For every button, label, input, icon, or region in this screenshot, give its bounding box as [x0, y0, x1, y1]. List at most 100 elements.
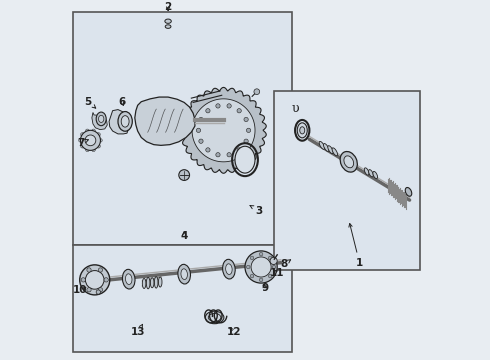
Circle shape	[251, 257, 271, 277]
Circle shape	[80, 265, 110, 295]
Circle shape	[250, 274, 254, 278]
Ellipse shape	[158, 277, 162, 287]
Circle shape	[272, 265, 276, 269]
Ellipse shape	[178, 264, 191, 284]
Ellipse shape	[297, 123, 307, 138]
Polygon shape	[181, 87, 266, 173]
Text: 11: 11	[270, 269, 285, 278]
Circle shape	[246, 128, 251, 132]
Circle shape	[97, 133, 100, 136]
Ellipse shape	[147, 277, 150, 289]
Text: 13: 13	[130, 324, 145, 337]
Circle shape	[86, 148, 89, 152]
Text: 7: 7	[77, 138, 88, 148]
Circle shape	[227, 153, 231, 157]
Circle shape	[196, 128, 200, 132]
Ellipse shape	[323, 144, 329, 152]
Ellipse shape	[340, 152, 357, 172]
Text: 2: 2	[165, 2, 172, 12]
Ellipse shape	[96, 112, 106, 126]
Ellipse shape	[332, 148, 338, 156]
Bar	[273, 91, 420, 270]
Circle shape	[245, 251, 277, 283]
Circle shape	[259, 278, 263, 282]
Circle shape	[237, 148, 241, 152]
Ellipse shape	[142, 278, 146, 288]
Polygon shape	[92, 112, 107, 130]
Circle shape	[206, 148, 210, 152]
Ellipse shape	[165, 19, 172, 23]
Ellipse shape	[365, 168, 369, 175]
Circle shape	[269, 256, 272, 260]
Circle shape	[199, 117, 203, 122]
Text: 1: 1	[349, 224, 363, 268]
Text: 6: 6	[118, 97, 125, 107]
Circle shape	[254, 89, 260, 95]
Circle shape	[85, 271, 104, 289]
Ellipse shape	[118, 112, 132, 131]
Text: 5: 5	[85, 97, 96, 108]
Ellipse shape	[328, 146, 333, 154]
Circle shape	[104, 278, 108, 282]
Ellipse shape	[121, 116, 129, 127]
Circle shape	[81, 278, 85, 282]
Bar	[74, 245, 292, 352]
Ellipse shape	[368, 170, 373, 177]
Text: 8: 8	[280, 260, 291, 270]
Text: υ: υ	[291, 102, 299, 115]
Ellipse shape	[235, 146, 255, 173]
Circle shape	[98, 139, 102, 142]
Circle shape	[87, 268, 91, 272]
Ellipse shape	[98, 115, 104, 122]
Text: 12: 12	[227, 328, 242, 337]
Circle shape	[98, 288, 102, 292]
Circle shape	[85, 135, 96, 146]
Ellipse shape	[205, 311, 224, 324]
Ellipse shape	[300, 127, 305, 134]
Circle shape	[206, 109, 210, 113]
Ellipse shape	[208, 314, 221, 321]
Circle shape	[78, 139, 82, 142]
Circle shape	[259, 252, 263, 256]
Ellipse shape	[165, 25, 171, 28]
Circle shape	[179, 170, 190, 180]
Circle shape	[92, 129, 96, 132]
Text: 9: 9	[261, 283, 268, 293]
Circle shape	[216, 153, 220, 157]
Ellipse shape	[226, 264, 232, 275]
Text: 3: 3	[250, 206, 263, 216]
Circle shape	[97, 144, 100, 148]
Bar	[74, 12, 292, 245]
Circle shape	[216, 104, 220, 108]
Circle shape	[92, 148, 96, 152]
Circle shape	[86, 129, 89, 132]
Polygon shape	[192, 99, 255, 162]
Ellipse shape	[222, 259, 235, 279]
Ellipse shape	[344, 156, 354, 168]
Ellipse shape	[405, 188, 412, 196]
Circle shape	[244, 139, 248, 143]
Circle shape	[250, 256, 254, 260]
Polygon shape	[109, 109, 129, 134]
Ellipse shape	[154, 277, 158, 288]
Circle shape	[98, 268, 102, 272]
Circle shape	[227, 104, 231, 108]
Circle shape	[87, 288, 91, 292]
Circle shape	[246, 265, 250, 269]
Ellipse shape	[150, 278, 154, 288]
Circle shape	[96, 290, 100, 294]
Ellipse shape	[319, 141, 325, 149]
Circle shape	[269, 274, 272, 278]
Circle shape	[80, 144, 84, 148]
Circle shape	[80, 133, 84, 136]
Text: 4: 4	[180, 231, 188, 241]
Circle shape	[199, 139, 203, 143]
Ellipse shape	[122, 269, 135, 289]
Circle shape	[270, 257, 277, 265]
Ellipse shape	[181, 269, 187, 279]
Polygon shape	[135, 97, 195, 145]
Ellipse shape	[125, 274, 132, 284]
Text: 10: 10	[73, 284, 88, 294]
Circle shape	[237, 109, 241, 113]
Ellipse shape	[373, 171, 378, 179]
